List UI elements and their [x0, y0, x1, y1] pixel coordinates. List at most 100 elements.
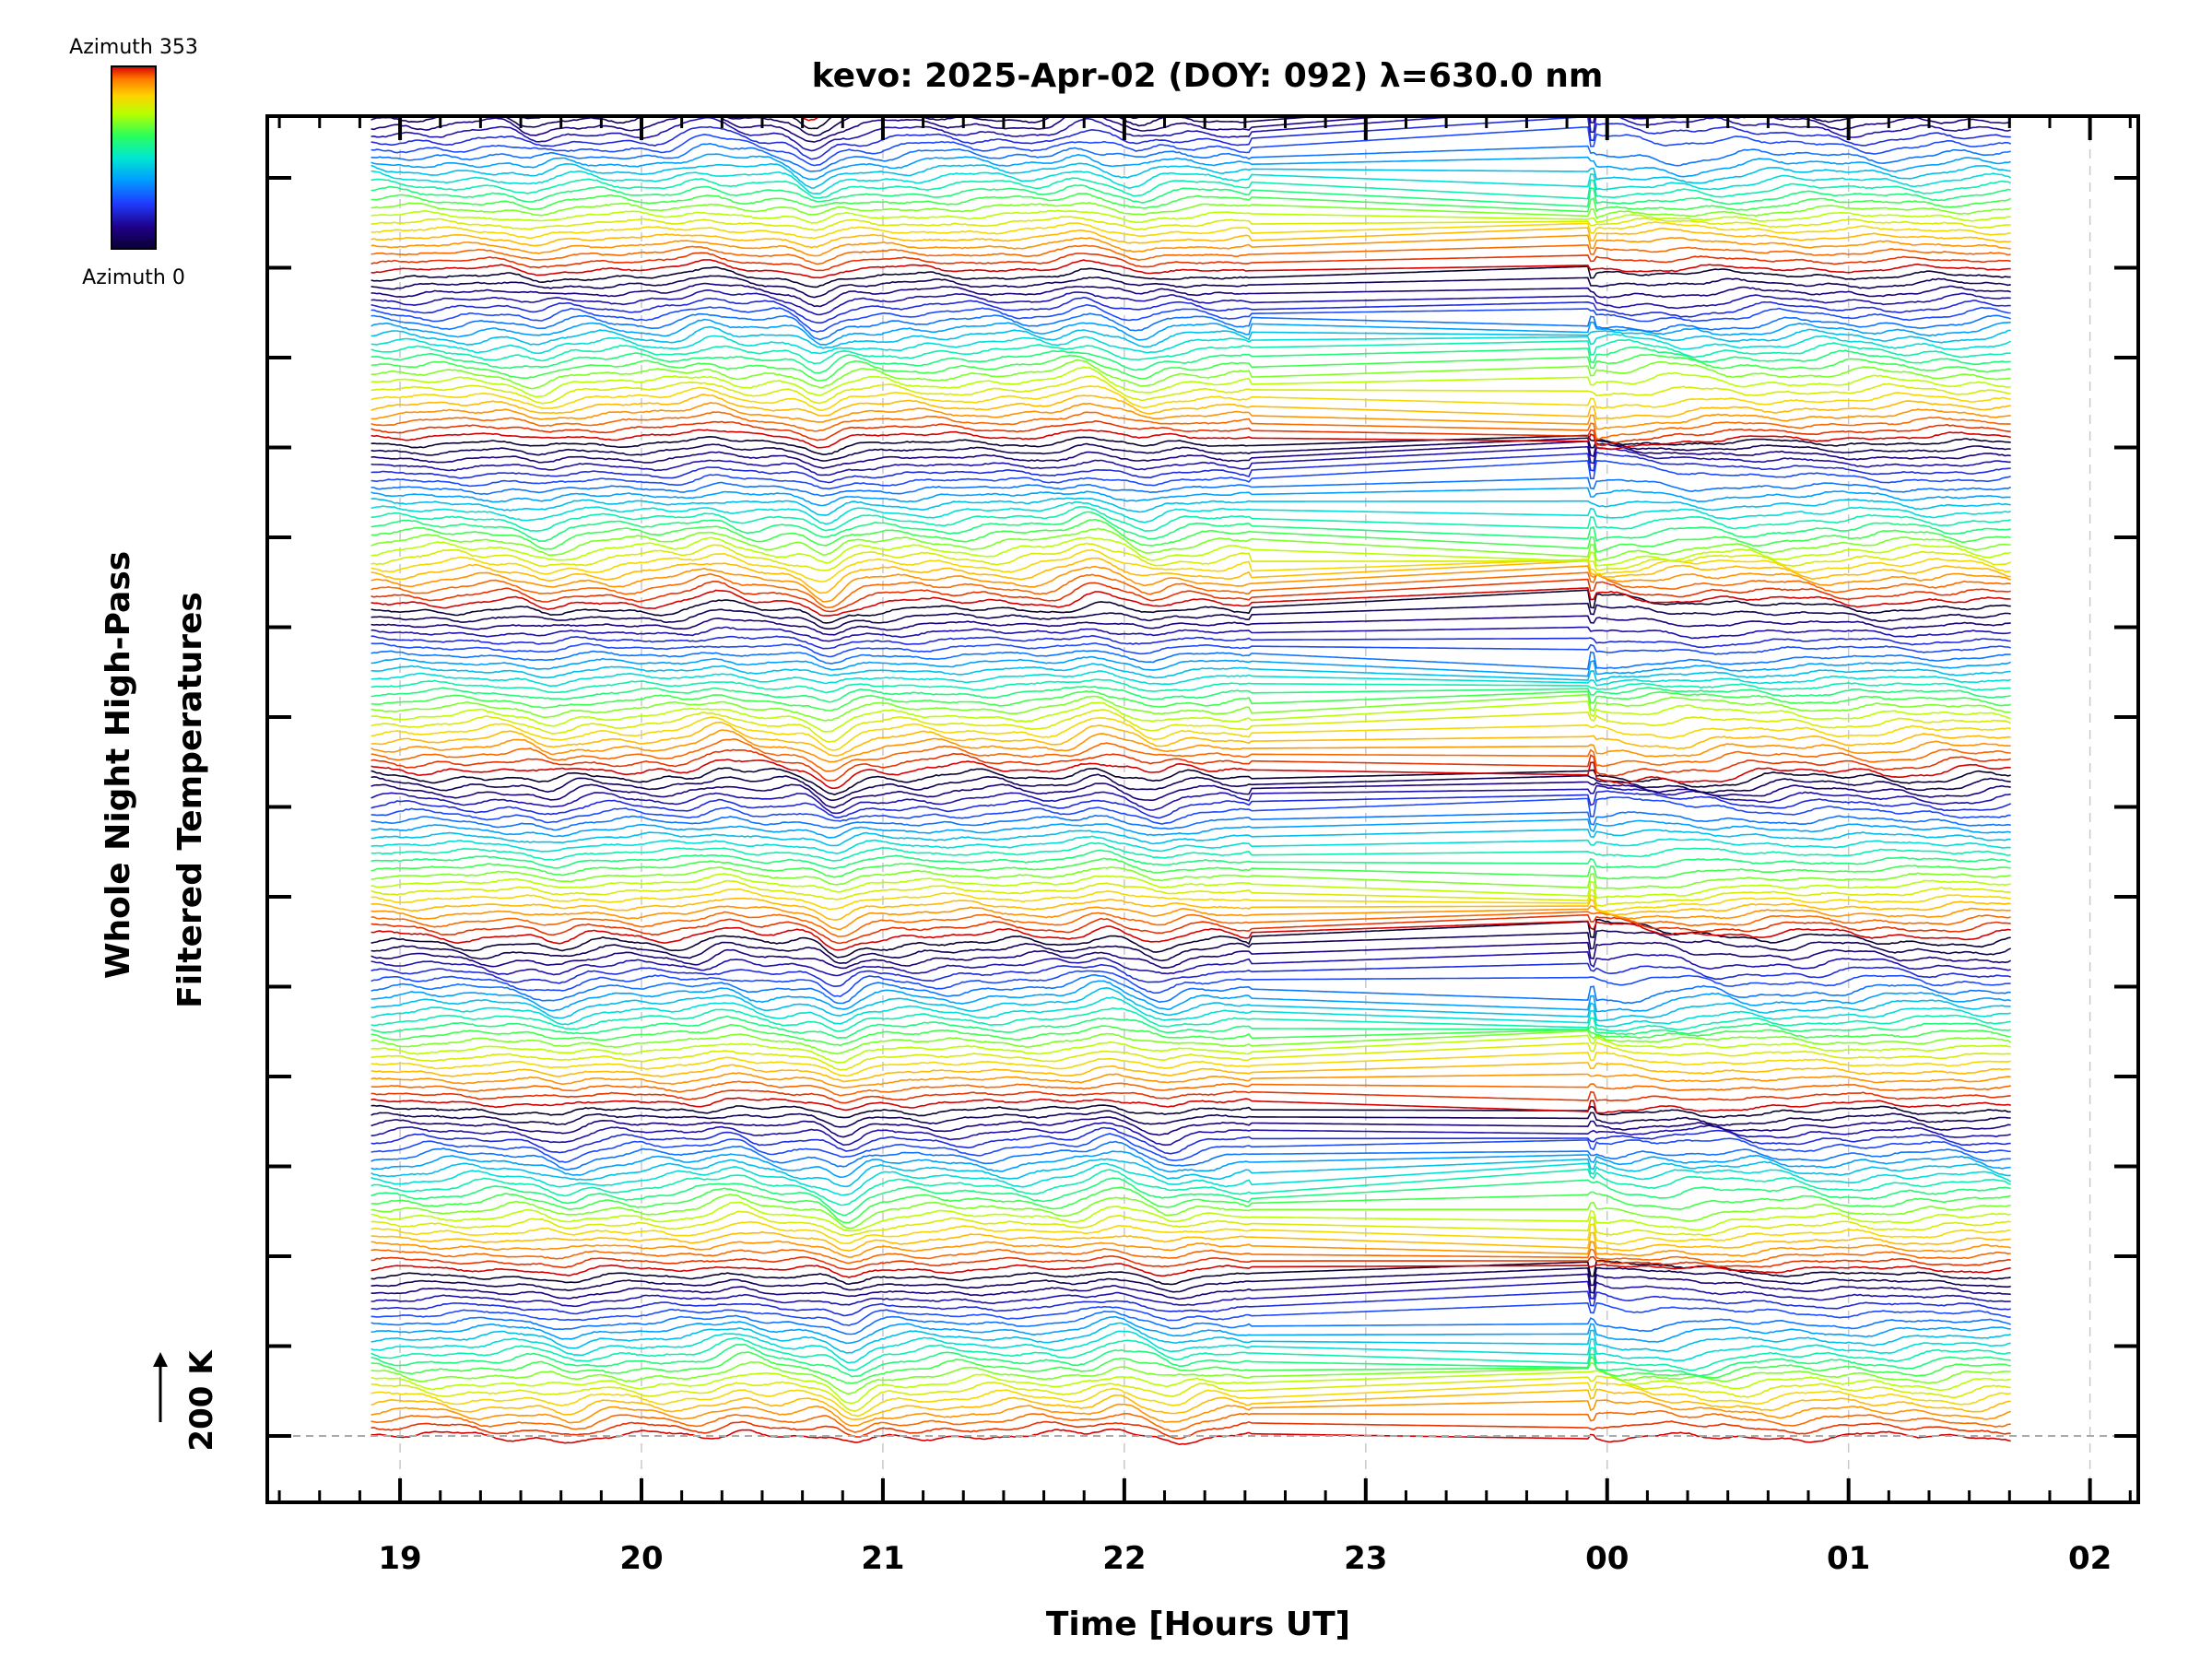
trace-series-16: [371, 1301, 2011, 1326]
trace-series-55: [371, 1006, 2011, 1032]
trace-series-157: [371, 234, 2011, 257]
trace-series-52: [371, 1030, 2012, 1055]
trace-series-0: [371, 1428, 2011, 1446]
trace-series-148: [371, 303, 2011, 333]
trace-series-126: [371, 460, 2011, 490]
trace-series-170: [371, 125, 2012, 167]
colorbar: Azimuth 353 Azimuth 0: [69, 36, 198, 289]
trace-series-120: [371, 511, 2011, 543]
trace-series-113: [371, 565, 2011, 603]
trace-series-131: [371, 434, 2011, 456]
trace-series-169: [371, 142, 2011, 172]
trace-series-45: [371, 1089, 2011, 1104]
trace-series-96: [371, 693, 2011, 722]
trace-series-85: [371, 781, 2011, 809]
trace-series-162: [371, 201, 2012, 219]
trace-series-123: [371, 497, 2011, 516]
trace-series-164: [371, 184, 2011, 207]
trace-series-172: [371, 116, 2011, 152]
trace-series-65: [371, 919, 2011, 959]
trace-series-1: [371, 1420, 2011, 1440]
trace-series-22: [371, 1263, 2011, 1278]
trace-series-38: [371, 1133, 2011, 1163]
x-tick-label-21: 21: [861, 1540, 904, 1577]
trace-series-99: [371, 678, 2011, 694]
trace-series-24: [371, 1247, 2011, 1265]
trace-series-160: [371, 216, 2011, 231]
trace-series-163: [371, 193, 2012, 213]
trace-series-78: [371, 835, 2011, 854]
trace-series-91: [371, 729, 2011, 763]
trace-series-94: [371, 709, 2012, 743]
trace-series-33: [371, 1168, 2011, 1206]
trace-series-128: [371, 445, 2011, 477]
trace-series-31: [371, 1186, 2011, 1224]
trace-series-147: [371, 312, 2011, 341]
x-tick-label-00: 00: [1585, 1540, 1629, 1577]
x-tick-label-02: 02: [2068, 1540, 2112, 1577]
trace-series-75: [371, 857, 2011, 880]
trace-series-135: [371, 402, 2011, 430]
trace-series-139: [371, 366, 2011, 398]
trace-series-124: [371, 487, 2011, 507]
trace-series-37: [371, 1140, 2011, 1171]
trace-series-34: [371, 1162, 2012, 1196]
trace-series-122: [371, 500, 2011, 525]
trace-series-158: [371, 227, 2011, 249]
trace-series-168: [371, 153, 2011, 181]
trace-series-151: [371, 282, 2011, 308]
trace-series-150: [371, 288, 2011, 316]
trace-series-133: [371, 419, 2011, 447]
x-axis-label: Time [Hours UT]: [1046, 1606, 1350, 1643]
trace-series-92: [371, 722, 2011, 757]
trace-series-39: [371, 1126, 2011, 1155]
trace-series-42: [371, 1110, 2011, 1128]
trace-series-4: [371, 1388, 2011, 1420]
trace-series-95: [371, 700, 2012, 733]
colorbar-bottom-label: Azimuth 0: [82, 266, 185, 289]
trace-series-90: [371, 738, 2011, 772]
trace-series-67: [371, 913, 2011, 945]
trace-series-68: [371, 911, 2011, 937]
x-tick-label-22: 22: [1102, 1540, 1146, 1577]
trace-series-28: [371, 1210, 2011, 1237]
trace-series-9: [371, 1351, 2011, 1384]
trace-series-51: [371, 1034, 2011, 1064]
trace-series-10: [371, 1343, 2011, 1378]
trace-series-5: [371, 1381, 2011, 1418]
trace-series-83: [371, 790, 2012, 819]
trace-series-35: [371, 1158, 2011, 1188]
trace-series-161: [371, 209, 2011, 224]
trace-series-79: [371, 829, 2011, 847]
trace-series-17: [371, 1290, 2011, 1317]
trace-series-105: [371, 634, 2011, 650]
trace-series-2: [371, 1409, 2011, 1433]
trace-series-56: [371, 996, 2011, 1028]
trace-series-46: [371, 1080, 2011, 1097]
trace-series-101: [371, 663, 2011, 682]
y-axis-label: Whole Night High-Pass Filtered Temperatu…: [100, 551, 209, 1008]
trace-series-72: [371, 879, 2011, 907]
trace-series-41: [371, 1116, 2011, 1138]
trace-series-111: [371, 578, 2011, 613]
trace-series-140: [371, 359, 2011, 390]
trace-series-114: [371, 557, 2011, 594]
trace-series-27: [371, 1220, 2011, 1245]
trace-series-87: [371, 767, 2011, 795]
trace-series-19: [371, 1273, 2011, 1300]
trace-series-171: [371, 116, 2011, 160]
trace-series-8: [371, 1360, 2011, 1395]
trace-series-106: [371, 626, 2011, 642]
trace-series-104: [371, 641, 2011, 658]
trace-series-81: [371, 811, 2011, 831]
trace-series-44: [371, 1097, 2011, 1114]
trace-series-50: [371, 1041, 2011, 1071]
trace-series-7: [371, 1370, 2011, 1405]
trace-series-49: [371, 1051, 2011, 1077]
trace-series-48: [371, 1062, 2011, 1083]
trace-series-3: [371, 1399, 2011, 1427]
trace-series-102: [371, 655, 2012, 677]
trace-series-70: [371, 897, 2011, 921]
x-axis-tick-labels: 19 20 21 22 23 00 01 02: [378, 1540, 2112, 1577]
trace-series-115: [371, 548, 2011, 582]
